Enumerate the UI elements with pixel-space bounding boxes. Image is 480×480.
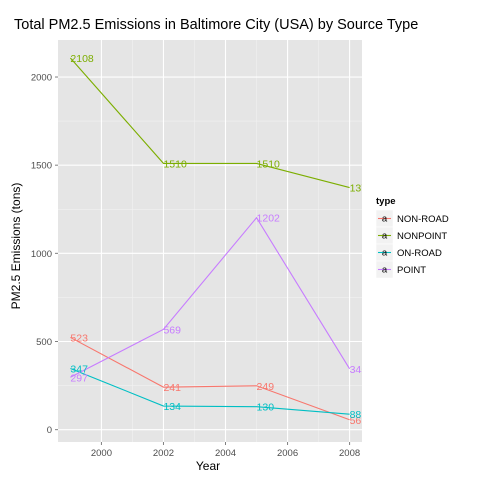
legend-label-nonpoint: NONPOINT bbox=[397, 231, 447, 242]
legend-label-non-road: NON-ROAD bbox=[397, 214, 449, 225]
x-tick-label: 2008 bbox=[339, 448, 360, 459]
data-label: 130 bbox=[257, 402, 275, 414]
x-tick-label: 2002 bbox=[153, 448, 174, 459]
x-tick-label: 2000 bbox=[91, 448, 112, 459]
data-label: 347 bbox=[70, 363, 88, 375]
legend-key-glyph: a bbox=[382, 214, 388, 225]
data-label: 1202 bbox=[257, 213, 281, 225]
data-label: 2108 bbox=[70, 53, 94, 65]
data-label: 134 bbox=[163, 401, 181, 413]
series-line-point bbox=[70, 216, 351, 378]
series-line-non-road bbox=[70, 336, 350, 421]
data-label: 241 bbox=[163, 382, 181, 394]
data-label: 249 bbox=[257, 381, 275, 393]
y-tick-label: 1000 bbox=[31, 249, 52, 260]
data-label: 88 bbox=[350, 409, 362, 421]
data-label: 345 bbox=[350, 364, 368, 376]
data-label: 1510 bbox=[257, 158, 281, 170]
data-label: 1373 bbox=[350, 183, 374, 195]
data-label: 297 bbox=[70, 372, 88, 384]
legend-key-glyph: a bbox=[382, 231, 388, 242]
data-label: 1510 bbox=[163, 158, 187, 170]
axes: 2000 2002 2004 2006 2008 0 500 1000 1500 2000 bbox=[31, 73, 360, 459]
legend-title: type bbox=[376, 196, 396, 207]
grid bbox=[58, 40, 362, 442]
y-axis-title: PM2.5 Emissions (tons) bbox=[9, 183, 23, 310]
series-line-on-road bbox=[70, 367, 350, 415]
legend-key-glyph: a bbox=[382, 265, 388, 276]
y-tick-label: 2000 bbox=[31, 73, 52, 84]
legend: type a NON-ROAD a NONPOINT a ON-ROAD a POINT bbox=[375, 196, 449, 279]
series-line-nonpoint bbox=[69, 57, 350, 189]
chart-title: Total PM2.5 Emissions in Baltimore City … bbox=[14, 17, 418, 33]
series-lines bbox=[69, 57, 351, 421]
data-labels: 523 241 249 56 2108 1510 1510 1373 347 134 130 88 29… bbox=[70, 53, 374, 427]
x-tick-label: 2004 bbox=[215, 448, 236, 459]
plot-panel bbox=[58, 40, 362, 442]
data-label: 56 bbox=[350, 415, 362, 427]
y-tick-label: 0 bbox=[47, 425, 52, 436]
data-label: 523 bbox=[70, 332, 88, 344]
x-tick-label: 2006 bbox=[277, 448, 298, 459]
x-axis-title: Year bbox=[196, 459, 220, 473]
legend-label-on-road: ON-ROAD bbox=[397, 248, 442, 259]
legend-key-glyph: a bbox=[382, 248, 388, 259]
data-label: 569 bbox=[163, 324, 181, 336]
y-tick-label: 1500 bbox=[31, 161, 52, 172]
legend-label-point: POINT bbox=[397, 265, 426, 276]
y-tick-label: 500 bbox=[36, 337, 52, 348]
